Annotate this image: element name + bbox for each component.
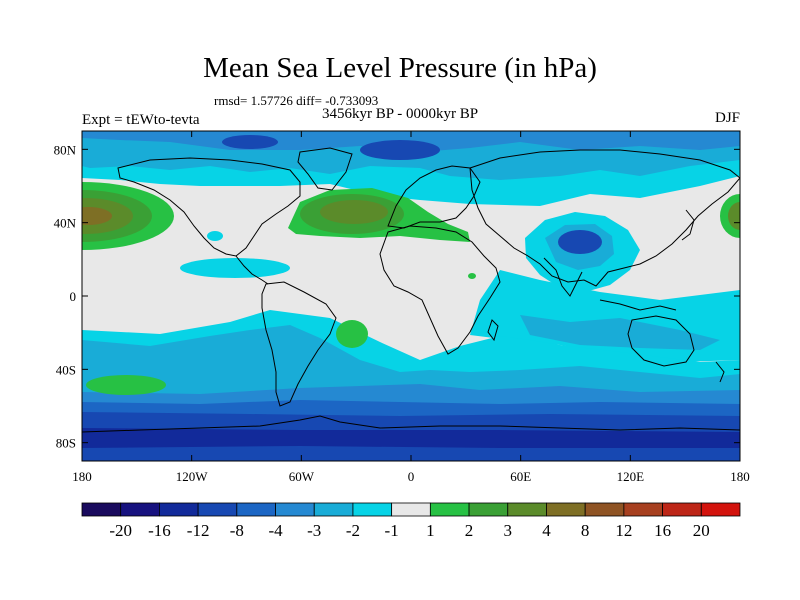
arctic-minus4-cell xyxy=(360,140,440,160)
colorbar-swatch xyxy=(429,502,470,517)
x-axis-tick-label: 120W xyxy=(176,469,209,484)
colorbar-swatch xyxy=(313,502,354,517)
colorbar-swatch xyxy=(197,502,238,517)
y-axis-tick-label: 80S xyxy=(56,436,76,451)
x-axis: 180 120W 60W 0 60E 120E 180 xyxy=(72,131,750,484)
north-pacific-high-west xyxy=(82,182,174,250)
southern-minus2-band xyxy=(82,325,740,396)
colorbar-label: -8 xyxy=(230,521,244,540)
pacific-negative-patch xyxy=(180,258,290,278)
colorbar-swatch xyxy=(81,502,122,517)
colorbar-swatch xyxy=(507,502,547,517)
south-atlantic-high xyxy=(336,320,368,348)
asia-minus4-cell xyxy=(558,230,602,254)
colorbar-swatch xyxy=(700,502,741,517)
x-axis-tick-label: 180 xyxy=(730,469,750,484)
y-axis: 80N 40N 0 40S 80S xyxy=(54,142,740,451)
colorbar: -20 -16 -12 -8 -4 -3 -2 -1 1 2 3 4 8 12 16 20 xyxy=(81,502,741,540)
colorbar-swatch xyxy=(236,502,276,517)
colorbar-label: -3 xyxy=(307,521,321,540)
colorbar-label: 8 xyxy=(581,521,590,540)
colorbar-swatch xyxy=(662,502,702,517)
y-axis-tick-label: 0 xyxy=(70,289,77,304)
x-axis-tick-label: 60W xyxy=(289,469,315,484)
north-atlantic-high xyxy=(288,188,470,242)
season-label: DJF xyxy=(714,110,740,126)
colorbar-label: -2 xyxy=(346,521,360,540)
colorbar-label: -20 xyxy=(109,521,132,540)
colorbar-label: -12 xyxy=(187,521,210,540)
colorbar-swatch xyxy=(623,502,663,517)
experiment-label: Expt = tEWto-tevta xyxy=(82,112,200,128)
coastlines xyxy=(82,147,740,433)
colorbar-label: 2 xyxy=(465,521,474,540)
colorbar-swatch xyxy=(584,502,625,517)
colorbar-label: 20 xyxy=(693,521,710,540)
colorbar-swatch xyxy=(275,502,315,517)
map-title: Mean Sea Level Pressure (in hPa) xyxy=(203,52,597,84)
y-axis-tick-label: 40S xyxy=(56,362,76,377)
colorbar-swatch xyxy=(159,502,199,517)
y-axis-tick-label: 80N xyxy=(54,142,77,157)
colorbar-label: -4 xyxy=(268,521,283,540)
colorbar-swatch xyxy=(468,502,509,517)
colorbar-label: 3 xyxy=(504,521,513,540)
indian-ocean-minus2-region xyxy=(520,315,720,350)
statistics-text: rmsd= 1.57726 diff= -0.733093 xyxy=(214,93,379,108)
colorbar-swatch xyxy=(352,502,393,517)
pacific-negative-patch xyxy=(207,231,223,241)
x-axis-tick-label: 180 xyxy=(72,469,92,484)
colorbar-label: 4 xyxy=(542,521,551,540)
south-pacific-high xyxy=(86,375,166,395)
x-axis-tick-label: 0 xyxy=(408,469,415,484)
africa-small-positive xyxy=(468,273,476,279)
arctic-minus4-cell xyxy=(222,135,278,149)
colorbar-label: 1 xyxy=(426,521,435,540)
colorbar-label: 12 xyxy=(615,521,632,540)
colorbar-label: -1 xyxy=(385,521,399,540)
colorbar-label: -16 xyxy=(148,521,171,540)
x-axis-tick-label: 60E xyxy=(510,469,531,484)
y-axis-tick-label: 40N xyxy=(54,216,77,231)
colorbar-label: 16 xyxy=(654,521,671,540)
colorbar-swatch xyxy=(120,502,160,517)
pressure-field xyxy=(82,131,740,461)
antarctic-minus16-band xyxy=(82,446,740,461)
period-label: 3456kyr BP - 0000kyr BP xyxy=(322,106,479,122)
x-axis-tick-label: 120E xyxy=(617,469,645,484)
colorbar-swatch xyxy=(546,502,586,517)
colorbar-swatch xyxy=(391,502,431,517)
